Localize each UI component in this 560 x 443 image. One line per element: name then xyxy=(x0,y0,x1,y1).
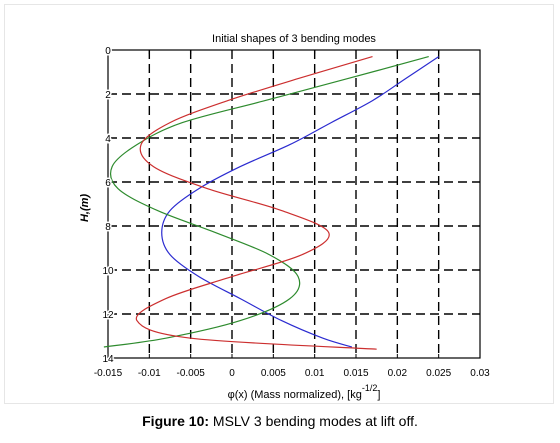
y-tick-label: 2 xyxy=(105,90,111,101)
x-tick-label: 0.015 xyxy=(343,368,368,379)
chart-title: Initial shapes of 3 bending modes xyxy=(212,33,376,45)
caption-label: Figure 10: xyxy=(142,413,210,429)
mode-3-line xyxy=(135,56,377,350)
y-tick-label: 14 xyxy=(102,354,114,365)
x-axis-label-suffix: ] xyxy=(377,389,380,401)
y-tick-label: 4 xyxy=(105,134,111,145)
mode-2-line xyxy=(103,56,429,348)
x-tick-label: -0.005 xyxy=(176,368,205,379)
x-tick-label: 0.01 xyxy=(305,368,325,379)
x-tick-label: 0.005 xyxy=(261,368,286,379)
figure-frame: -0.015 -0.01 -0.005 0 0.005 0.01 0.015 0.02 0.02… xyxy=(4,4,554,404)
x-tick-label: 0.025 xyxy=(426,368,451,379)
x-axis-label: φ(x) (Mass normalized), [kg-1/2] xyxy=(228,383,381,401)
y-axis-label: H,(m) xyxy=(79,194,91,222)
x-tick-label: -0.015 xyxy=(94,368,123,379)
x-tick-label: 0.02 xyxy=(388,368,408,379)
plot-area xyxy=(108,50,480,358)
caption-text: MSLV 3 bending modes at lift off. xyxy=(209,413,418,429)
x-tick-label: 0 xyxy=(229,368,235,379)
y-tick-label: 12 xyxy=(102,310,114,321)
y-tick-label: 10 xyxy=(102,266,114,277)
x-axis-label-main: φ(x) (Mass normalized), [kg xyxy=(228,389,362,401)
x-tick-label: -0.01 xyxy=(138,368,161,379)
x-tick-label: 0.03 xyxy=(470,368,490,379)
mode-1-line xyxy=(161,56,440,348)
axes-box xyxy=(107,49,481,359)
y-tick-label: 0 xyxy=(105,46,111,57)
figure-caption: Figure 10: MSLV 3 bending modes at lift … xyxy=(0,413,560,429)
bending-modes-chart: -0.015 -0.01 -0.005 0 0.005 0.01 0.015 0.02 0.02… xyxy=(79,33,490,401)
y-tick-label: 6 xyxy=(105,178,111,189)
x-axis-label-superscript: -1/2 xyxy=(362,383,378,393)
y-tick-label: 8 xyxy=(105,222,111,233)
